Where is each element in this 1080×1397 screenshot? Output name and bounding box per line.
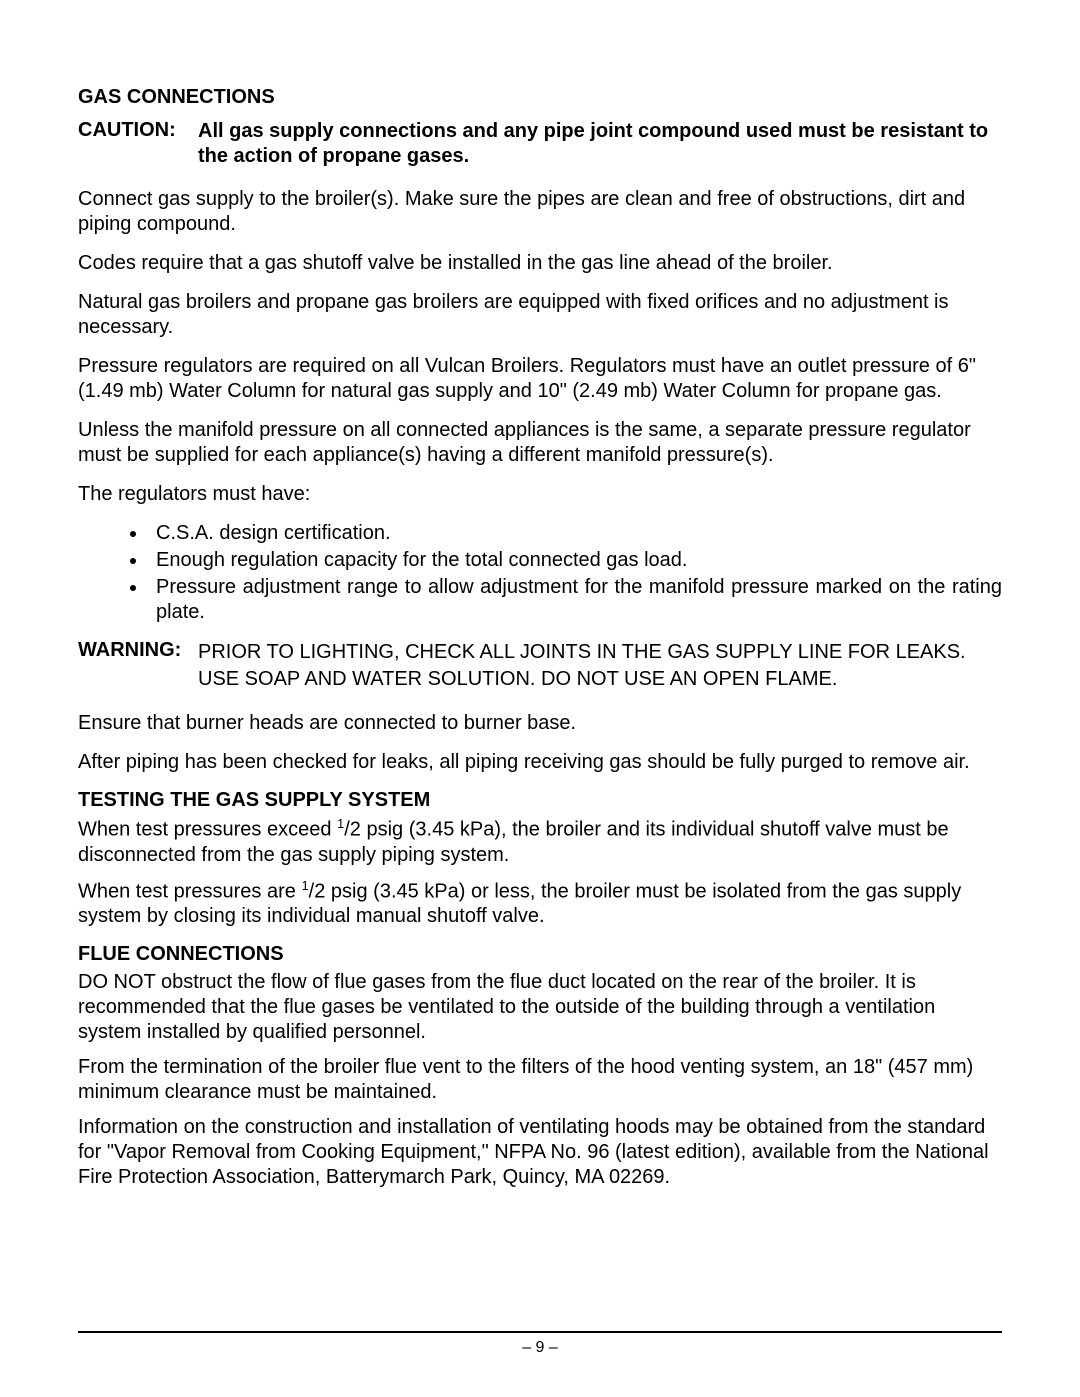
paragraph: Natural gas broilers and propane gas bro… (78, 290, 1002, 340)
heading-testing-gas-supply: TESTING THE GAS SUPPLY SYSTEM (78, 789, 1002, 812)
paragraph: Ensure that burner heads are connected t… (78, 711, 1002, 736)
paragraph: When test pressures exceed 1/2 psig (3.4… (78, 816, 1002, 868)
paragraph: Unless the manifold pressure on all conn… (78, 418, 1002, 468)
warning-label: WARNING: (78, 639, 198, 693)
warning-block: WARNING: PRIOR TO LIGHTING, CHECK ALL JO… (78, 639, 1002, 693)
caution-label: CAUTION: (78, 119, 198, 169)
paragraph: Information on the construction and inst… (78, 1115, 1002, 1190)
bullet-list: C.S.A. design certification. Enough regu… (78, 521, 1002, 625)
text: When test pressures are (78, 880, 301, 902)
paragraph: After piping has been checked for leaks,… (78, 750, 1002, 775)
paragraph: When test pressures are 1/2 psig (3.45 k… (78, 878, 1002, 930)
warning-body: PRIOR TO LIGHTING, CHECK ALL JOINTS IN T… (198, 639, 1002, 693)
paragraph: The regulators must have: (78, 482, 1002, 507)
caution-body: All gas supply connections and any pipe … (198, 119, 1002, 169)
paragraph: From the termination of the broiler flue… (78, 1055, 1002, 1105)
heading-flue-connections: FLUE CONNECTIONS (78, 943, 1002, 966)
caution-block: CAUTION: All gas supply connections and … (78, 119, 1002, 169)
footer-rule (78, 1331, 1002, 1333)
footer: – 9 – (78, 1331, 1002, 1357)
paragraph: DO NOT obstruct the flow of flue gases f… (78, 970, 1002, 1045)
text: When test pressures exceed (78, 819, 337, 841)
heading-gas-connections: GAS CONNECTIONS (78, 86, 1002, 109)
list-item: C.S.A. design certification. (148, 521, 1002, 546)
fraction-sup: 1 (301, 878, 308, 893)
list-item: Pressure adjustment range to allow adjus… (148, 575, 1002, 625)
page: GAS CONNECTIONS CAUTION: All gas supply … (0, 0, 1080, 1397)
paragraph: Codes require that a gas shutoff valve b… (78, 251, 1002, 276)
paragraph: Pressure regulators are required on all … (78, 354, 1002, 404)
list-item: Enough regulation capacity for the total… (148, 548, 1002, 573)
page-number: – 9 – (78, 1339, 1002, 1357)
paragraph: Connect gas supply to the broiler(s). Ma… (78, 187, 1002, 237)
